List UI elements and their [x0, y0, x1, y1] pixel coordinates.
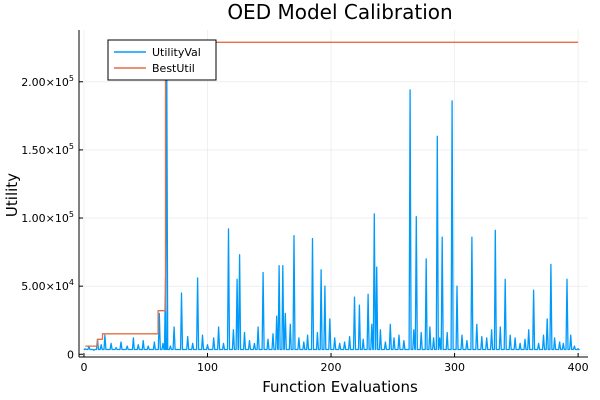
- series-line-utilityval: [83, 40, 580, 351]
- y-tick-label: 2.00×105: [21, 74, 74, 89]
- legend-label-bestutil: BestUtil: [152, 62, 195, 75]
- chart-title: OED Model Calibration: [227, 0, 452, 24]
- x-tick-label: 100: [197, 361, 218, 374]
- ticks: 0 100 200 300 400 0 5.00×104 1.00×105 1.50×105 2.…: [21, 74, 588, 374]
- axes: [78, 30, 588, 358]
- series-layer: [83, 40, 580, 351]
- y-tick-label: 1.00×105: [21, 210, 74, 225]
- legend-box: [107, 39, 217, 81]
- y-tick-label: 1.50×105: [21, 142, 74, 157]
- x-tick-label: 200: [321, 361, 342, 374]
- y-axis-label: Utility: [3, 173, 21, 217]
- x-tick-label: 0: [80, 361, 87, 374]
- legend: UtilityVal BestUtil: [107, 39, 217, 81]
- y-tick-label: 5.00×104: [21, 278, 74, 293]
- x-tick-label: 300: [444, 361, 465, 374]
- grid: [79, 30, 588, 357]
- x-tick-label: 400: [568, 361, 589, 374]
- legend-label-utilityval: UtilityVal: [152, 46, 201, 59]
- series-line-bestutil: [85, 41, 579, 347]
- y-tick-label: 0: [67, 348, 74, 361]
- x-axis-label: Function Evaluations: [262, 378, 418, 396]
